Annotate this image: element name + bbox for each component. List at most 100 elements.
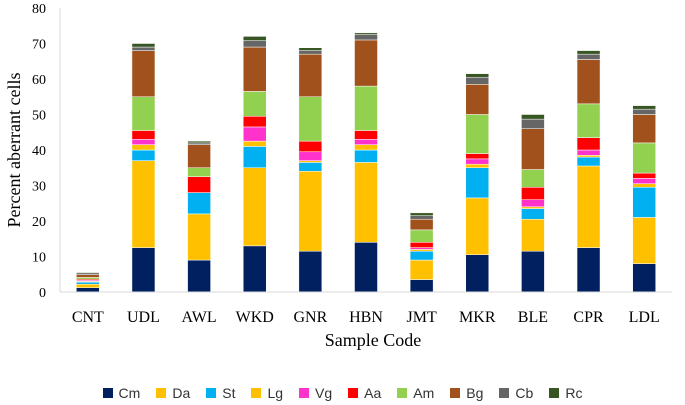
y-axis-title: Percent aberrant cells <box>4 73 24 228</box>
y-tick-label: 70 <box>32 38 46 53</box>
bar-segment-bg-hbn <box>354 39 378 87</box>
bar-segment-st-ldl <box>632 187 656 218</box>
bar-segment-vg-mkr <box>465 158 490 165</box>
bar-segment-rc-cpr <box>576 50 601 55</box>
legend-swatch <box>499 388 510 398</box>
bar-segment-da-udl <box>131 160 156 248</box>
bar-segment-lg-hbn <box>354 144 378 151</box>
bar-segment-cb-cpr <box>576 53 601 60</box>
bar-segment-cm-gnr <box>298 250 323 293</box>
bar-segment-lg-ldl <box>632 183 656 188</box>
bar-segment-st-wkd <box>242 146 267 168</box>
bar-segment-bg-jmt <box>409 218 434 231</box>
bar-segment-bg-cpr <box>576 59 601 105</box>
bar-segment-cm-hbn <box>354 242 378 293</box>
bar-segment-lg-gnr <box>298 160 323 163</box>
y-tick-labels: 0 10 20 30 40 50 60 70 80 <box>32 2 46 301</box>
legend-label: Cm <box>118 385 141 401</box>
bar-segment-bg-ldl <box>632 114 656 144</box>
bar-segment-rc-wkd <box>242 36 267 41</box>
bar-segment-lg-jmt <box>409 249 434 252</box>
bar-segment-cm-jmt <box>409 279 434 293</box>
bar-segment-bg-mkr <box>465 84 490 115</box>
legend-item-rc: Rc <box>549 385 582 401</box>
bar-segment-da-hbn <box>354 162 378 243</box>
bar-segment-da-cnt <box>76 283 100 288</box>
bar-segment-bg-cnt <box>76 274 100 278</box>
bar-segment-aa-ble <box>521 187 545 200</box>
bar-segment-vg-wkd <box>242 126 267 142</box>
legend-swatch <box>348 388 359 398</box>
bar-segment-cb-hbn <box>354 34 378 41</box>
bar-segment-rc-gnr <box>298 47 323 51</box>
bar-segment-vg-gnr <box>298 151 323 161</box>
x-tick-label: CPR <box>573 309 604 326</box>
bar-segment-am-wkd <box>242 91 267 117</box>
bar-segment-lg-ble <box>521 206 545 209</box>
bar-segment-st-awl <box>187 192 211 215</box>
legend-swatch <box>156 388 167 398</box>
bar-segment-rc-cnt <box>76 271 100 274</box>
chart-legend: Cm Da St Lg Vg Aa Am Bg Cb Rc <box>0 383 685 403</box>
bar-segment-cm-mkr <box>465 254 490 293</box>
bar-segment-rc-ble <box>521 114 545 120</box>
bar-segment-am-cpr <box>576 103 601 138</box>
x-tick-label: GNR <box>293 309 327 326</box>
legend-label: Bg <box>466 385 484 401</box>
bar-segment-rc-mkr <box>465 73 490 78</box>
legend-label: Rc <box>565 385 583 401</box>
bar-segment-vg-cpr <box>576 149 601 156</box>
bar-segment-aa-jmt <box>409 242 434 248</box>
bar-segment-aa-awl <box>187 176 211 193</box>
bar-segment-cm-cnt <box>76 287 100 293</box>
legend-item-st: St <box>206 385 235 401</box>
bar-segment-bg-wkd <box>242 46 267 92</box>
bar-segment-aa-hbn <box>354 130 378 140</box>
bar-segment-vg-hbn <box>354 139 378 145</box>
bar-segment-am-hbn <box>354 85 378 131</box>
y-tick-label: 50 <box>32 109 46 124</box>
bar-segment-am-jmt <box>409 229 434 243</box>
bar-segment-aa-udl <box>131 130 156 140</box>
bar-segment-cm-ble <box>521 250 545 293</box>
bar-segment-st-cnt <box>76 281 100 285</box>
bar-segment-rc-udl <box>131 43 156 48</box>
bar-segment-cb-wkd <box>242 40 267 48</box>
x-tick-label: UDL <box>127 309 160 326</box>
legend-swatch <box>102 388 113 398</box>
y-tick-label: 0 <box>39 286 46 301</box>
bar-segment-st-udl <box>131 149 156 161</box>
y-tick-label: 40 <box>32 144 46 159</box>
y-tick-label: 60 <box>32 73 46 88</box>
stacked-bar-chart: 0 10 20 30 40 50 60 70 80 CNT UDL AWL WKD GNR HBN JMT M… <box>4 2 672 350</box>
bar-segment-lg-udl <box>131 144 156 151</box>
bar-segment-vg-udl <box>131 139 156 145</box>
bar-segment-lg-cpr <box>576 155 601 158</box>
bar-segment-cb-cnt <box>76 272 100 275</box>
bar-segment-am-mkr <box>465 114 490 154</box>
bar-segment-am-ble <box>521 169 545 188</box>
legend-label: Cb <box>515 385 534 401</box>
bar-segment-st-gnr <box>298 162 323 172</box>
bar-segment-cb-udl <box>131 46 156 51</box>
legend-item-da: Da <box>156 385 190 401</box>
bar-segment-aa-mkr <box>465 153 490 160</box>
legend-swatch <box>251 388 262 398</box>
legend-item-lg: Lg <box>251 385 283 401</box>
bar-segment-bg-awl <box>187 144 211 169</box>
y-tick-label: 20 <box>32 215 46 230</box>
bar-segment-st-ble <box>521 208 545 220</box>
x-tick-label: WKD <box>236 309 274 326</box>
bar-segment-am-ldl <box>632 142 656 174</box>
bar-segment-st-mkr <box>465 167 490 199</box>
x-tick-labels: CNT UDL AWL WKD GNR HBN JMT MKR BLE CPR LDL <box>72 309 660 326</box>
bar-segment-rc-jmt <box>409 212 434 216</box>
bar-segment-bg-udl <box>131 50 156 97</box>
legend-label: Da <box>172 385 191 401</box>
bar-segment-cm-ldl <box>632 263 656 293</box>
bar-segment-st-jmt <box>409 250 434 261</box>
bar-segment-cm-wkd <box>242 245 267 293</box>
x-tick-label: MKR <box>459 309 496 326</box>
bar-segment-cb-gnr <box>298 50 323 55</box>
x-tick-label: AWL <box>182 309 217 326</box>
